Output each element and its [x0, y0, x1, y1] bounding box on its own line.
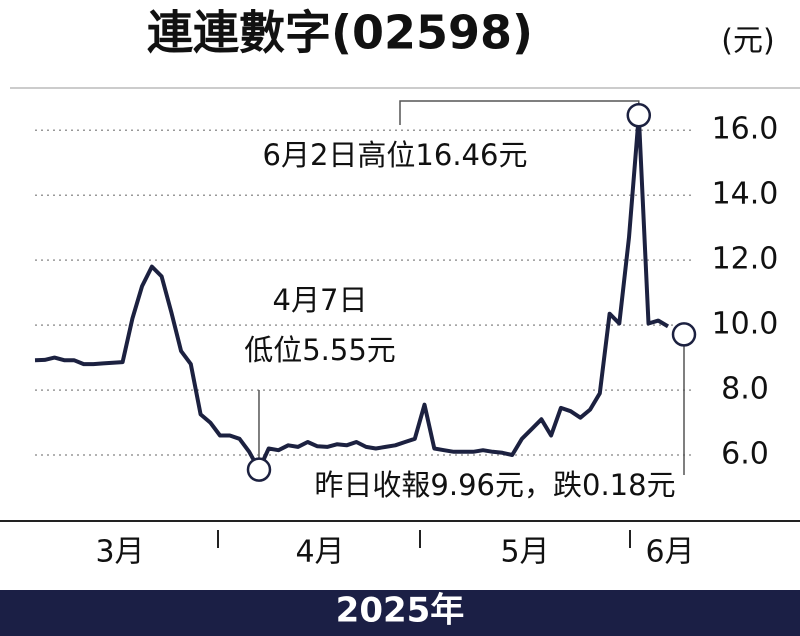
month-label: 4月	[295, 535, 344, 570]
y-tick-label: 10.0	[712, 307, 779, 342]
annotation: 6月2日高位16.46元	[263, 138, 528, 172]
y-tick-label: 12.0	[712, 242, 779, 277]
callout-line	[399, 100, 640, 125]
y-tick-label: 14.0	[712, 177, 779, 212]
month-label: 3月	[95, 535, 144, 570]
month-label: 6月	[645, 535, 694, 570]
unit-label: (元)	[721, 24, 774, 59]
chart-title: 連連數字(02598)	[147, 6, 533, 60]
annotation: 4月7日	[273, 283, 368, 317]
point-marker	[626, 103, 652, 128]
year-label: 2025年	[336, 591, 465, 631]
month-label: 5月	[500, 535, 549, 570]
y-tick-label: 16.0	[712, 112, 779, 147]
y-tick-label: 6.0	[721, 437, 769, 472]
y-tick-label: 8.0	[721, 372, 769, 407]
footer-band	[0, 590, 800, 636]
point-marker	[246, 457, 272, 482]
point-marker	[671, 322, 697, 347]
annotation: 低位5.55元	[244, 333, 396, 367]
price-line	[34, 113, 670, 472]
annotation: 昨日收報9.96元，跌0.18元	[314, 468, 675, 502]
